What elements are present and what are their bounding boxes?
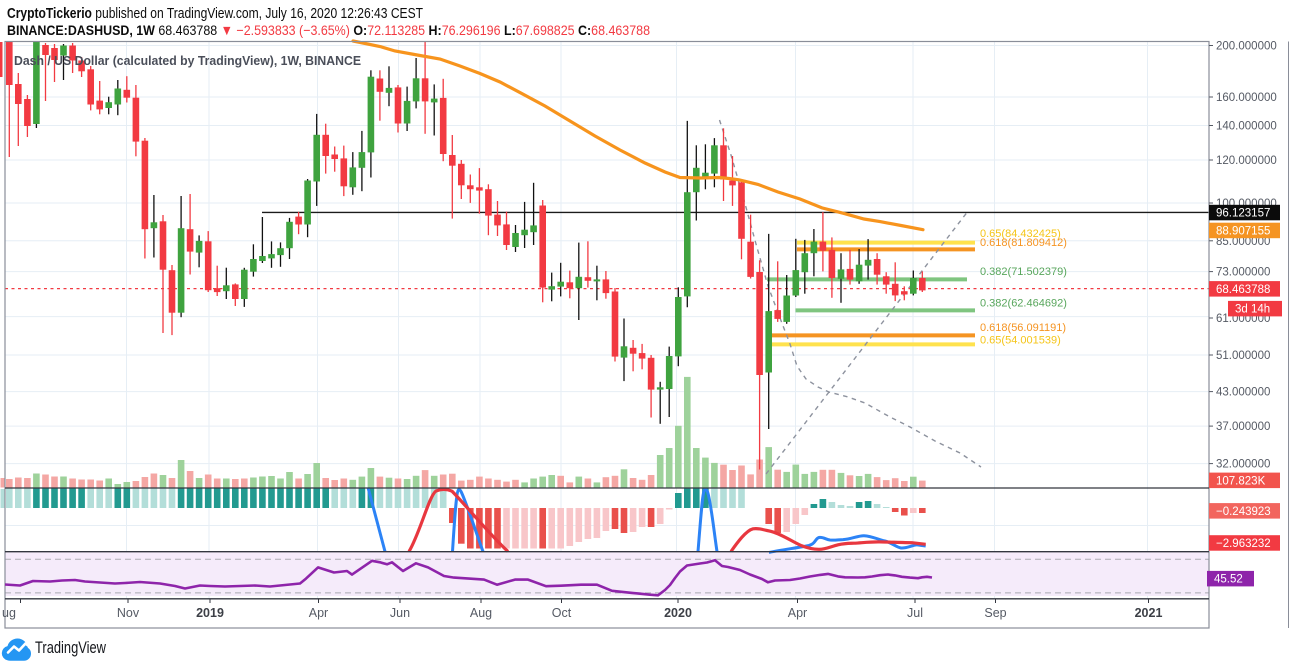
svg-text:Jun: Jun — [390, 606, 410, 620]
svg-text:85.000000: 85.000000 — [1216, 236, 1270, 248]
svg-text:96.123157: 96.123157 — [1216, 208, 1270, 220]
svg-text:37.000000: 37.000000 — [1216, 421, 1270, 433]
svg-text:2021: 2021 — [1135, 606, 1163, 620]
svg-text:200.000000: 200.000000 — [1216, 41, 1277, 53]
svg-text:Dash / US Dollar (calculated b: Dash / US Dollar (calculated by TradingV… — [14, 53, 361, 68]
svg-text:CryptoTickerio published on Tr: CryptoTickerio published on TradingView.… — [7, 6, 423, 22]
svg-text:0.618(81.809412): 0.618(81.809412) — [980, 237, 1067, 249]
svg-text:0.618(56.091191): 0.618(56.091191) — [980, 322, 1066, 334]
svg-text:3d 14h: 3d 14h — [1235, 304, 1270, 316]
svg-text:−0.243923: −0.243923 — [1216, 506, 1271, 518]
svg-text:45.52: 45.52 — [1214, 574, 1243, 586]
svg-text:0.382(71.502379): 0.382(71.502379) — [980, 266, 1067, 278]
svg-text:Sep: Sep — [984, 606, 1006, 620]
svg-text:TradingView: TradingView — [35, 639, 106, 657]
svg-text:ug: ug — [2, 606, 16, 620]
svg-text:120.000000: 120.000000 — [1216, 155, 1277, 167]
svg-text:88.907155: 88.907155 — [1216, 225, 1270, 237]
svg-text:140.000000: 140.000000 — [1216, 121, 1277, 133]
svg-text:73.000000: 73.000000 — [1216, 267, 1270, 279]
svg-text:160.000000: 160.000000 — [1216, 92, 1277, 104]
svg-text:51.000000: 51.000000 — [1216, 350, 1270, 362]
svg-text:BINANCE:DASHUSD, 1W 68.463788: BINANCE:DASHUSD, 1W 68.463788 ▼ −2.59383… — [7, 23, 650, 39]
svg-text:0.382(62.464692): 0.382(62.464692) — [980, 298, 1067, 310]
svg-text:Jul: Jul — [907, 606, 923, 620]
svg-text:32.000000: 32.000000 — [1216, 459, 1270, 471]
svg-text:2019: 2019 — [196, 606, 224, 620]
svg-text:Oct: Oct — [552, 606, 572, 620]
svg-text:107.823K: 107.823K — [1216, 475, 1266, 487]
svg-text:Apr: Apr — [788, 606, 807, 620]
svg-text:68.463788: 68.463788 — [1216, 284, 1270, 296]
svg-text:−2.963232: −2.963232 — [1216, 538, 1271, 550]
svg-text:Aug: Aug — [470, 606, 492, 620]
svg-text:Nov: Nov — [117, 606, 140, 620]
svg-text:43.000000: 43.000000 — [1216, 387, 1270, 399]
svg-text:2020: 2020 — [664, 606, 692, 620]
svg-text:Apr: Apr — [309, 606, 328, 620]
svg-text:0.65(54.001539): 0.65(54.001539) — [980, 335, 1061, 347]
svg-text:0.65(84.432425): 0.65(84.432425) — [980, 228, 1061, 240]
